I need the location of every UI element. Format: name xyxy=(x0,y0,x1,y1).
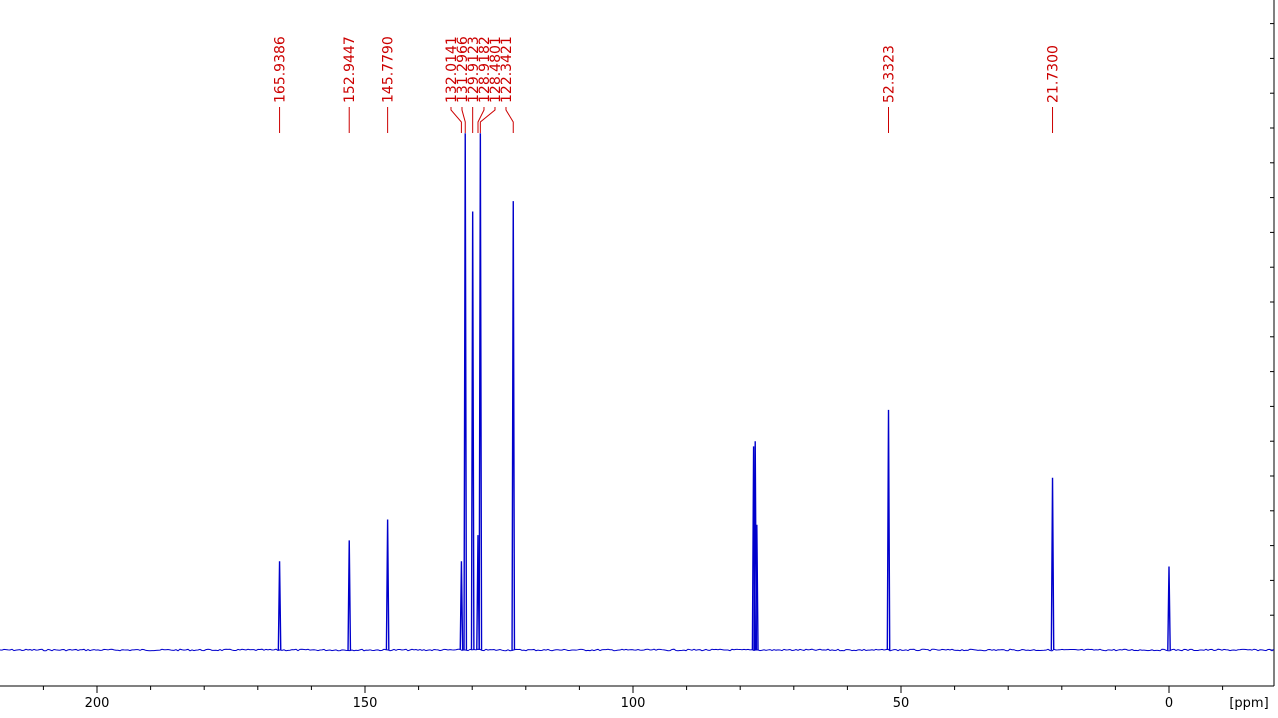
peak-label-text: 129.9123 xyxy=(466,36,482,103)
peak-label-text: 21.7300 xyxy=(1046,45,1062,103)
peak-label-text: 128.9182 xyxy=(477,36,493,103)
x-tick-label: 100 xyxy=(621,696,646,711)
peak-label-6: 128.9182 xyxy=(477,36,493,133)
peak-label-9: 52.3323 xyxy=(881,45,897,133)
peak-label-0: 165.9386 xyxy=(273,36,289,133)
peak-2 xyxy=(385,519,390,651)
peak-label-text: 152.9447 xyxy=(342,36,358,103)
peak-label-text: 131.2966 xyxy=(455,36,471,103)
peak-label-1: 152.9447 xyxy=(342,36,358,133)
peak-labels: 165.9386 152.9447 145.7790 132.0141131.2966… xyxy=(273,36,1062,133)
x-tick-label: 50 xyxy=(893,696,910,711)
x-tick-label: 150 xyxy=(353,696,378,711)
peak-leader-line xyxy=(461,107,466,133)
spectrum-baseline xyxy=(0,648,1275,652)
ppm-axis: 200 150 100 50 0 xyxy=(0,685,1274,711)
peak-1 xyxy=(347,540,352,651)
peak-leader-line xyxy=(505,107,514,133)
peak-11 xyxy=(754,524,759,651)
peak-label-5: 129.9123 xyxy=(466,36,482,133)
peak-label-text: 128.4801 xyxy=(488,36,504,103)
peak-label-7: 128.4801 xyxy=(479,36,504,133)
peak-label-3: 132.0141 xyxy=(444,36,462,133)
peak-label-text: 122.3421 xyxy=(499,36,515,103)
peak-leader-line xyxy=(450,107,462,133)
peak-0 xyxy=(277,561,282,651)
peak-label-4: 131.2966 xyxy=(455,36,471,133)
peak-4 xyxy=(463,133,468,651)
peak-13 xyxy=(1050,477,1055,651)
peak-label-text: 52.3323 xyxy=(881,45,897,103)
peak-label-10: 21.7300 xyxy=(1046,45,1062,133)
peak-leader-line xyxy=(479,107,496,133)
x-tick-label: 0 xyxy=(1165,696,1173,711)
peak-12 xyxy=(886,409,891,651)
baseline-trace xyxy=(0,648,1275,652)
peak-label-2: 145.7790 xyxy=(381,36,397,133)
peak-leader-line xyxy=(477,107,485,133)
peak-5 xyxy=(470,211,475,651)
spectrum-peaks xyxy=(277,133,1171,651)
x-axis-label: [ppm] xyxy=(1229,696,1268,711)
x-tick-label: 200 xyxy=(85,696,110,711)
right-intensity-axis xyxy=(1270,0,1275,686)
peak-7 xyxy=(478,133,483,651)
peak-label-text: 145.7790 xyxy=(381,36,397,103)
peak-8 xyxy=(511,201,516,651)
peak-label-text: 132.0141 xyxy=(444,36,460,103)
peak-label-text: 165.9386 xyxy=(273,36,289,103)
peak-14 xyxy=(1167,566,1171,651)
peak-3 xyxy=(459,561,464,651)
peak-label-8: 122.3421 xyxy=(499,36,515,133)
